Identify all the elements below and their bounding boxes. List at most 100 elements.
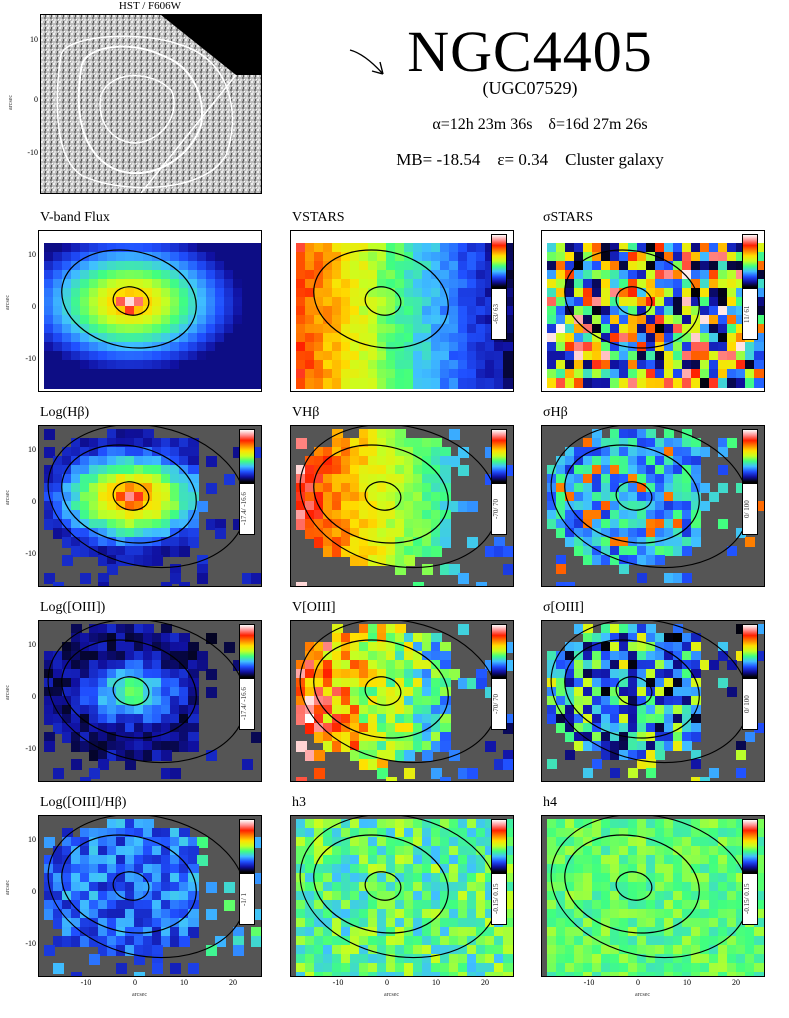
x-tick-label: 10 — [683, 978, 691, 987]
panel-title: Log([OIII]) — [40, 600, 106, 615]
panel-title: V-band Flux — [40, 210, 110, 225]
y-tick-label: -10 — [25, 354, 36, 363]
y-tick-label: 0 — [32, 887, 36, 896]
galaxy-coordinates: α=12h 23m 36s δ=16d 27m 26s — [390, 116, 690, 134]
map-svg — [39, 426, 261, 586]
x-axis-label: arcsec — [384, 992, 399, 998]
colorbar — [742, 819, 758, 873]
right-ascension: α=12h 23m 36s — [432, 116, 533, 133]
hst-ytick: 10 — [30, 35, 38, 44]
x-tick-label: 20 — [481, 978, 489, 987]
map-panel — [290, 230, 514, 392]
map-svg — [291, 231, 513, 391]
y-tick-label: -10 — [25, 744, 36, 753]
panel-title: V[OIII] — [292, 600, 336, 615]
x-tick-label: 10 — [432, 978, 440, 987]
colorbar — [742, 234, 758, 288]
colorbar — [742, 429, 758, 483]
colorbar-range: 0/ 100 — [742, 483, 758, 535]
map-panel — [290, 620, 514, 782]
panel-title: Log([OIII]/Hβ) — [40, 795, 127, 810]
map-svg — [291, 816, 513, 976]
colorbar — [491, 819, 507, 873]
hst-ytick: 0 — [34, 95, 38, 104]
galaxy-name: NGC4405 — [407, 19, 653, 84]
x-tick-label: 0 — [133, 978, 137, 987]
colorbar — [239, 819, 255, 873]
y-tick-label: 10 — [28, 640, 36, 649]
map-panel — [541, 815, 765, 977]
map-svg — [542, 231, 764, 391]
panel-title: σ[OIII] — [543, 600, 584, 615]
y-axis-label: arcsec — [5, 880, 11, 895]
declination: δ=16d 27m 26s — [548, 116, 648, 133]
hst-ylabel: arcsec — [8, 95, 14, 110]
y-tick-label: 10 — [28, 445, 36, 454]
colorbar — [742, 624, 758, 678]
colorbar-range: -63/ 63 — [491, 288, 507, 340]
x-tick-label: -10 — [80, 978, 92, 987]
map-svg — [291, 621, 513, 781]
colorbar — [491, 624, 507, 678]
map-panel — [290, 425, 514, 587]
colorbar — [491, 429, 507, 483]
map-svg — [291, 426, 513, 586]
y-tick-label: 10 — [28, 250, 36, 259]
panel-title: h3 — [292, 795, 306, 810]
x-tick-label: 10 — [180, 978, 188, 987]
map-panel — [38, 620, 262, 782]
y-tick-label: 0 — [32, 302, 36, 311]
colorbar-range: -17.4/ -16.6 — [239, 678, 255, 730]
colorbar-range: 11/ 61 — [742, 288, 758, 340]
environment: Cluster galaxy — [565, 150, 664, 169]
map-svg — [542, 816, 764, 976]
x-tick-label: -10 — [332, 978, 344, 987]
y-axis-label: arcsec — [5, 490, 11, 505]
colorbar-range: -0.15/ 0.15 — [742, 873, 758, 925]
ellipticity: ε= 0.34 — [497, 150, 549, 169]
colorbar-range: -0.15/ 0.15 — [491, 873, 507, 925]
x-axis-label: arcsec — [132, 992, 147, 998]
y-tick-label: -10 — [25, 939, 36, 948]
hst-ytick: -10 — [27, 148, 38, 157]
x-tick-label: 0 — [636, 978, 640, 987]
x-tick-label: 20 — [732, 978, 740, 987]
absolute-magnitude: MB= -18.54 — [396, 150, 481, 169]
colorbar — [239, 624, 255, 678]
map-svg — [542, 621, 764, 781]
y-tick-label: -10 — [25, 549, 36, 558]
hst-panel-title: HST / F606W — [118, 0, 182, 12]
y-axis-label: arcsec — [5, 295, 11, 310]
x-tick-label: 0 — [385, 978, 389, 987]
map-panel — [38, 230, 262, 392]
panel-title: h4 — [543, 795, 557, 810]
y-axis-label: arcsec — [5, 685, 11, 700]
y-tick-label: 10 — [28, 835, 36, 844]
x-tick-label: 20 — [229, 978, 237, 987]
map-svg — [39, 621, 261, 781]
north-arrow-icon — [349, 49, 384, 75]
colorbar — [239, 429, 255, 483]
panel-title: VHβ — [292, 405, 320, 420]
colorbar-range: -1/ 1 — [239, 873, 255, 925]
colorbar-range: -70/ 70 — [491, 678, 507, 730]
map-svg — [39, 816, 261, 976]
panel-title: σSTARS — [543, 210, 593, 225]
colorbar-range: -17.4/ -16.6 — [239, 483, 255, 535]
hst-image-svg — [41, 15, 261, 193]
hst-image — [40, 14, 262, 194]
colorbar-range: -70/ 70 — [491, 483, 507, 535]
map-panel — [541, 620, 765, 782]
map-panel — [290, 815, 514, 977]
y-tick-label: 0 — [32, 692, 36, 701]
map-panel — [541, 230, 765, 392]
galaxy-properties: MB= -18.54 ε= 0.34 Cluster galaxy — [360, 150, 700, 170]
colorbar — [491, 234, 507, 288]
y-tick-label: 0 — [32, 497, 36, 506]
galaxy-alt-name: (UGC07529) — [482, 78, 578, 98]
x-axis-label: arcsec — [635, 992, 650, 998]
map-panel — [38, 815, 262, 977]
panel-title: σHβ — [543, 405, 568, 420]
map-panel — [38, 425, 262, 587]
x-tick-label: -10 — [583, 978, 595, 987]
